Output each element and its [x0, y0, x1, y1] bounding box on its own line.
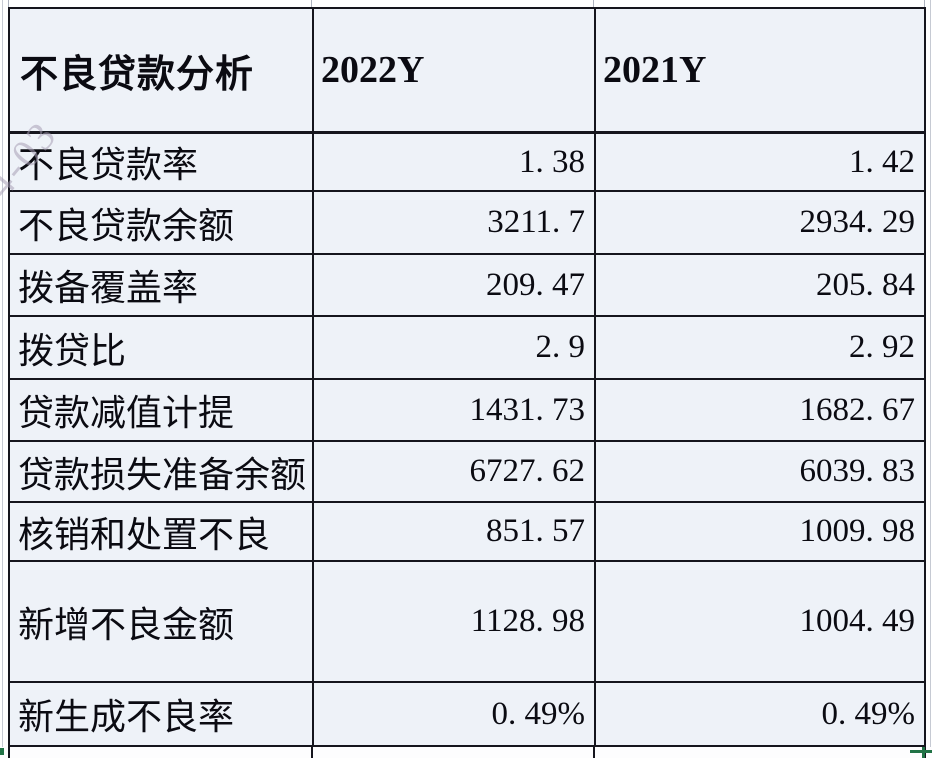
partial-row-below — [0, 747, 932, 758]
gridline-right-neighbor — [930, 0, 931, 758]
selection-border-green — [910, 750, 932, 753]
gridline-top-tick — [593, 0, 594, 7]
gridline-bottom-segment — [8, 747, 10, 758]
gridline-bottom-segment — [593, 747, 595, 758]
gridline-top-tick — [8, 0, 9, 7]
row-label-cell[interactable]: 拨备覆盖率 — [10, 255, 314, 317]
col-header-2022y[interactable]: 2022Y — [314, 9, 596, 134]
row-label-cell[interactable]: 贷款损失准备余额 — [10, 442, 314, 503]
selection-border-green — [922, 747, 925, 758]
value-cell-2022[interactable]: 1431. 73 — [314, 380, 596, 442]
value-cell-2022[interactable]: 209. 47 — [314, 255, 596, 317]
value-cell-2021[interactable]: 2934. 29 — [596, 192, 926, 255]
value-cell-2021[interactable]: 1004. 49 — [596, 562, 926, 683]
gridline-top-tick — [924, 0, 925, 7]
value-cell-2021[interactable]: 2. 92 — [596, 317, 926, 380]
row-label-cell[interactable]: 不良贷款余额 — [10, 192, 314, 255]
value-cell-2021[interactable]: 205. 84 — [596, 255, 926, 317]
col-header-2021y[interactable]: 2021Y — [596, 9, 926, 134]
npl-analysis-table: 不良贷款分析 2022Y 2021Y 不良贷款率 1. 38 1. 42 不良贷款余额… — [8, 7, 926, 747]
value-cell-2022[interactable]: 2. 9 — [314, 317, 596, 380]
row-label-cell[interactable]: 拨贷比 — [10, 317, 314, 380]
row-label-cell[interactable]: 不良贷款率 — [10, 134, 314, 192]
row-label-cell[interactable]: 贷款减值计提 — [10, 380, 314, 442]
value-cell-2022[interactable]: 6727. 62 — [314, 442, 596, 503]
value-cell-2022[interactable]: 1128. 98 — [314, 562, 596, 683]
gridline-left-neighbor — [2, 0, 3, 758]
value-cell-2021[interactable]: 1009. 98 — [596, 503, 926, 562]
value-cell-2022[interactable]: 1. 38 — [314, 134, 596, 192]
value-cell-2022[interactable]: 0. 49% — [314, 683, 596, 747]
row-label-cell[interactable]: 新生成不良率 — [10, 683, 314, 747]
row-label-cell[interactable]: 新增不良金额 — [10, 562, 314, 683]
value-cell-2021[interactable]: 1682. 67 — [596, 380, 926, 442]
gridline-bottom-segment — [311, 747, 313, 758]
value-cell-2022[interactable]: 3211. 7 — [314, 192, 596, 255]
value-cell-2021[interactable]: 0. 49% — [596, 683, 926, 747]
selection-handle-green — [0, 748, 4, 755]
row-label-cell[interactable]: 核销和处置不良 — [10, 503, 314, 562]
gridline-top-tick — [311, 0, 312, 7]
table-title-cell[interactable]: 不良贷款分析 — [10, 9, 314, 134]
value-cell-2022[interactable]: 851. 57 — [314, 503, 596, 562]
value-cell-2021[interactable]: 6039. 83 — [596, 442, 926, 503]
value-cell-2021[interactable]: 1. 42 — [596, 134, 926, 192]
